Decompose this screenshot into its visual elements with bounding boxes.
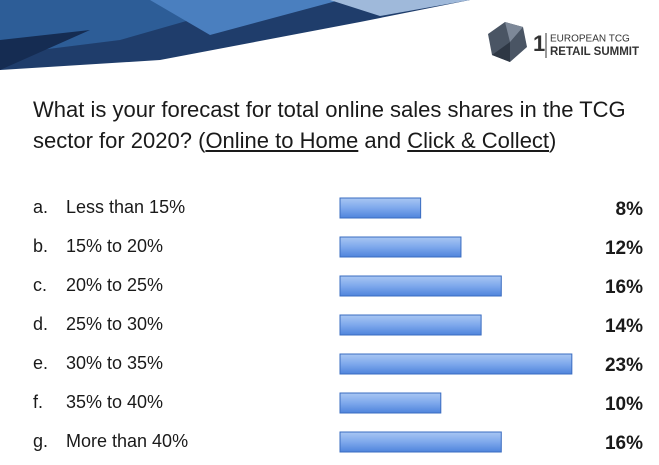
- logo: 1 EUROPEAN TCG RETAIL SUMMIT: [488, 22, 639, 62]
- header-decoration: [0, 0, 470, 70]
- category-label: More than 40%: [66, 431, 188, 451]
- category-label: 25% to 30%: [66, 314, 163, 334]
- option-letter: f.: [33, 392, 43, 412]
- logo-number: 1: [533, 31, 545, 56]
- title-part: ): [549, 128, 557, 153]
- category-label: 15% to 20%: [66, 236, 163, 256]
- value-label: 12%: [605, 238, 643, 259]
- bar: [339, 275, 502, 297]
- category-label: 35% to 40%: [66, 392, 163, 412]
- title-part: What is your forecast for total online s…: [33, 97, 626, 153]
- option-letter: e.: [33, 353, 48, 373]
- option-letter: b.: [33, 236, 48, 256]
- bar: [339, 392, 442, 414]
- option-letter: g.: [33, 431, 48, 451]
- bar: [339, 236, 462, 258]
- value-label: 16%: [605, 277, 643, 298]
- logo-line1: EUROPEAN TCG: [550, 34, 630, 45]
- value-label: 23%: [605, 355, 643, 376]
- value-label: 10%: [605, 394, 643, 415]
- option-letter: c.: [33, 275, 47, 295]
- option-letter: d.: [33, 314, 48, 334]
- question-title: What is your forecast for total online s…: [33, 94, 633, 156]
- category-label: 20% to 25%: [66, 275, 163, 295]
- category-label: Less than 15%: [66, 197, 185, 217]
- title-part: and: [358, 128, 408, 153]
- bar: [339, 314, 482, 336]
- option-letter: a.: [33, 197, 48, 217]
- title-part: Online to Home: [205, 128, 359, 153]
- category-label: 30% to 35%: [66, 353, 163, 373]
- value-label: 8%: [616, 199, 644, 220]
- bar: [339, 197, 422, 219]
- title-part: Click & Collect: [407, 128, 550, 153]
- value-label: 14%: [605, 316, 643, 337]
- bar: [339, 431, 502, 453]
- logo-line2: RETAIL SUMMIT: [550, 46, 639, 58]
- value-label: 16%: [605, 433, 643, 454]
- bar: [339, 353, 573, 375]
